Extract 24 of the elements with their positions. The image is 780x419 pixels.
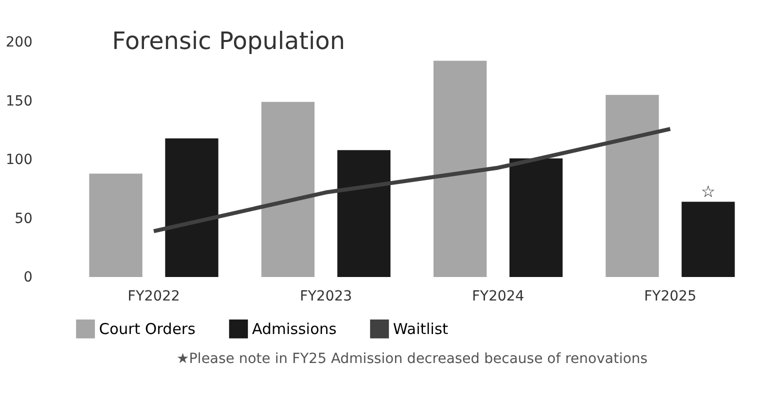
- bar: [434, 60, 487, 277]
- text: ★Please note in FY25 Admission decreased because of renovations: [176, 351, 648, 367]
- y-tick-label: 100: [6, 152, 32, 168]
- legend-label: Waitlist: [393, 320, 448, 338]
- x-tick-label: FY2022: [128, 288, 180, 304]
- bar: [509, 158, 563, 277]
- x-tick-label: FY2024: [472, 288, 524, 304]
- y-tick-label: 150: [6, 93, 32, 110]
- legend-label: Court Orders: [99, 320, 196, 338]
- legend-label: Admissions: [252, 320, 337, 338]
- y-tick-label: 50: [14, 210, 32, 227]
- y-tick-label: 0: [24, 270, 32, 286]
- bar: [606, 94, 659, 277]
- y-tick-label: 200: [6, 34, 32, 50]
- line-series: [152, 126, 672, 234]
- x-tick-label: FY2023: [300, 288, 352, 304]
- annotation: ☆: [701, 182, 716, 201]
- bar: [89, 174, 142, 277]
- bar: [261, 102, 315, 277]
- bar: [165, 138, 218, 277]
- x-tick-label: FY2025: [644, 288, 696, 304]
- chart-title: Forensic Population: [112, 27, 346, 55]
- bar: [682, 202, 735, 277]
- bar: [337, 150, 390, 277]
